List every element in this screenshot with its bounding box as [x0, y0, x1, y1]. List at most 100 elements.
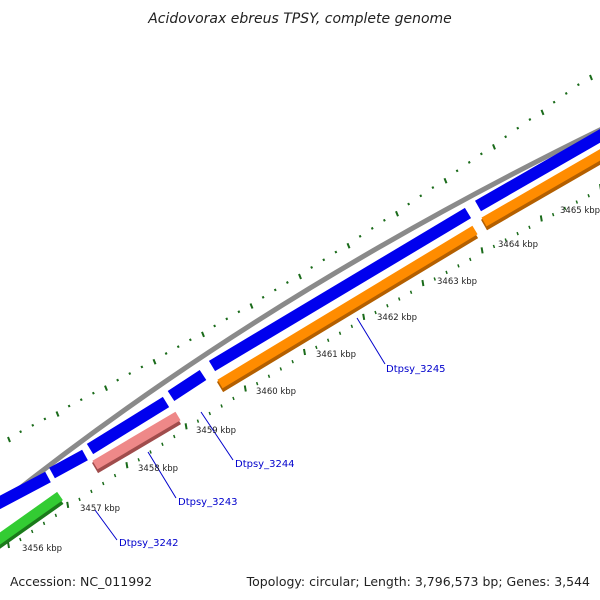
scale-tick-minor [30, 529, 34, 534]
scale-tick-minor [445, 270, 448, 275]
tick-label-3459: 3459 kbp [196, 426, 236, 436]
ring-dot [334, 250, 338, 254]
map-title: Acidovorax ebreus TPSY, complete genome [147, 11, 452, 27]
ring-tick-major [346, 242, 351, 249]
scale-tick-minor [137, 458, 140, 462]
forward-gene-1 [0, 471, 51, 510]
scale-tick-major [243, 385, 247, 392]
reverse-gene-green [0, 491, 63, 545]
ring-dot [43, 417, 47, 421]
scale-tick-minor [90, 489, 93, 494]
scale-tick-minor [587, 194, 590, 198]
ring-dot [67, 404, 71, 408]
gene-leader-line-4 [356, 317, 386, 365]
scale-tick-minor [196, 419, 200, 423]
reverse-strand-features [0, 149, 600, 549]
scale-tick-minor [220, 404, 223, 408]
tick-label-3463: 3463 kbp [437, 277, 477, 287]
scale-tick-minor [267, 374, 271, 378]
scale-tick-minor [113, 473, 117, 478]
ring-dot [576, 83, 580, 87]
ring-dot [273, 288, 277, 292]
scale-tick-minor [173, 434, 176, 439]
tick-label-3457: 3457 kbp [80, 504, 120, 514]
ring-dot [455, 169, 459, 173]
forward-gene-2 [49, 449, 88, 479]
scale-tick-minor [42, 521, 46, 526]
ring-tick-major [152, 358, 157, 365]
scale-tick-minor [279, 367, 283, 371]
ring-tick-major [7, 436, 11, 443]
ring-tick-major [443, 177, 448, 184]
gene-label-dtpsy-3245[interactable]: Dtpsy_3245 [386, 364, 446, 375]
ring-dot [79, 398, 83, 402]
gene-label-dtpsy-3244[interactable]: Dtpsy_3244 [235, 459, 295, 470]
gene-leaders [94, 317, 386, 541]
scale-tick-minor [457, 264, 460, 268]
ring-dot [358, 234, 362, 238]
ring-dot [261, 295, 265, 299]
scale-tick-minor [575, 200, 579, 204]
scale-tick-major [421, 279, 425, 287]
ring-dot [528, 118, 532, 121]
gene-leader-line-3 [200, 411, 234, 461]
scale-tick-major [125, 462, 129, 469]
ring-tick-major [201, 331, 205, 338]
ring-dot [407, 202, 411, 206]
scale-tick-minor [78, 497, 81, 502]
outer-dot-ring [7, 74, 593, 443]
scale-tick-minor [492, 244, 496, 249]
ring-dot [431, 186, 435, 190]
ring-dot [564, 91, 568, 95]
ring-dot [176, 345, 180, 349]
scale-tick-minor [350, 324, 354, 329]
ring-dot [322, 258, 326, 262]
tick-label-3456: 3456 kbp [22, 544, 62, 554]
ring-dot [516, 126, 520, 130]
scale-tick-major [539, 215, 543, 222]
scale-tick-minor [54, 513, 58, 518]
scale-tick-minor [255, 381, 259, 386]
ring-dot [382, 218, 386, 222]
scale-tick-minor [398, 297, 401, 301]
genome-summary-text: Topology: circular; Length: 3,796,573 bp… [246, 574, 590, 589]
ring-dot [237, 310, 241, 314]
gene-leader-line-2 [147, 451, 177, 499]
scale-tick-major [480, 247, 484, 254]
scale-tick-major [362, 313, 366, 321]
ring-tick-major [298, 273, 302, 280]
tick-label-3458: 3458 kbp [138, 464, 178, 474]
tick-label-3464: 3464 kbp [498, 240, 538, 250]
scale-tick-major [184, 423, 188, 430]
ring-dot [91, 391, 95, 395]
ring-dot [552, 100, 556, 104]
scale-tick-minor [469, 257, 472, 262]
ring-tick-major [104, 385, 108, 392]
scale-tick-minor [208, 411, 211, 416]
forward-gene-4 [167, 369, 207, 402]
scale-tick-minor [528, 225, 531, 230]
ring-tick-major [589, 74, 593, 81]
ring-dot [467, 160, 471, 164]
gene-label-dtpsy-3243[interactable]: Dtpsy_3243 [178, 497, 238, 508]
forward-gene-6 [475, 128, 600, 212]
ring-dot [419, 194, 423, 198]
ring-dot [285, 281, 289, 284]
scale-tick-minor [409, 290, 413, 294]
tick-label-3465: 3465 kbp [560, 206, 600, 216]
scale-tick-minor [516, 231, 519, 236]
scale-tick-minor [326, 338, 330, 343]
scale-tick-minor [551, 212, 555, 217]
scale-tick-major [7, 541, 10, 549]
ring-dot [188, 338, 192, 342]
ring-dot [116, 378, 120, 382]
ring-dot [213, 324, 217, 328]
ring-dot [19, 430, 23, 434]
forward-gene-3 [86, 396, 170, 455]
ring-dot [128, 372, 132, 375]
gene-label-dtpsy-3242[interactable]: Dtpsy_3242 [119, 538, 179, 549]
ring-tick-major [395, 210, 399, 217]
ring-tick-major [492, 143, 496, 150]
ring-dot [140, 365, 144, 369]
